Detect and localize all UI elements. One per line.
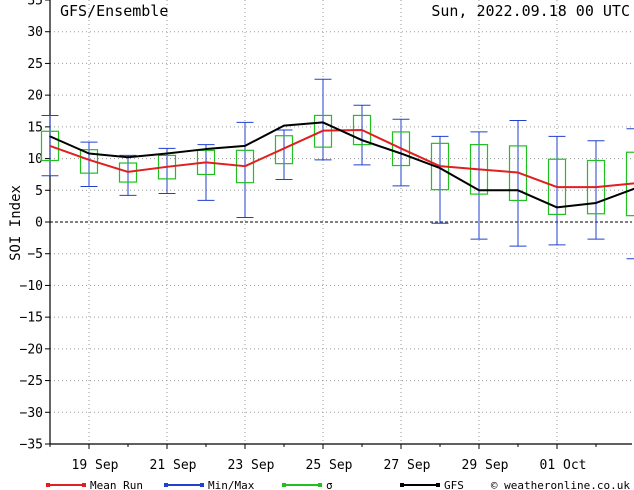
gfs-line-point [49, 135, 51, 138]
mean-run-line-point [400, 147, 402, 150]
legend-item: GFS [400, 479, 464, 490]
sigma-box [235, 149, 255, 184]
y-tick-label: 15 [27, 120, 43, 135]
x-tick-label: 25 Sep [306, 458, 353, 473]
legend-item: σ [282, 479, 333, 490]
mean-run-line-point [127, 171, 129, 173]
grid-layer [50, 0, 632, 444]
gfs-line-point [205, 148, 207, 150]
legend-swatch-marker [82, 483, 86, 487]
mean-run-line-point [439, 165, 441, 167]
mean-run-line-point [49, 145, 51, 147]
y-tick-label: 5 [35, 184, 43, 199]
legend-swatch-marker [400, 483, 404, 487]
gfs-line-point [361, 139, 363, 141]
x-tick-label: 29 Sep [462, 458, 509, 473]
legend-swatch-marker [318, 483, 322, 487]
gfs-line-point [556, 206, 558, 209]
legend-swatch-marker [200, 483, 204, 487]
sigma-box [118, 162, 138, 183]
legend-label: Mean Run [90, 479, 143, 490]
mean-run-line-point [88, 159, 90, 161]
mean-run-line-point [205, 161, 207, 164]
y-tick-label: 10 [27, 152, 43, 167]
chart-run-time: Sun, 2022.09.18 00 UTC [431, 2, 630, 20]
y-tick-label: −10 [20, 279, 43, 294]
gfs-line-point [517, 189, 519, 192]
series-layer [40, 78, 634, 260]
sigma-box [508, 145, 528, 202]
y-tick-label: −5 [27, 247, 43, 262]
x-tick-label: 01 Oct [540, 458, 587, 473]
mean-run-line-point [283, 147, 285, 150]
legend-label: Min/Max [208, 479, 255, 490]
credit-text: © weatheronline.co.uk [491, 479, 630, 490]
legend: Mean Run Min/Max σ GFS © weatheronline.co.uk [46, 479, 630, 490]
x-tick-label: 27 Sep [384, 458, 431, 473]
gfs-line-point [283, 124, 285, 127]
y-tick-label: −35 [20, 438, 43, 453]
gfs-line-point [166, 152, 168, 155]
y-tick-label: 20 [27, 89, 43, 104]
axis-layer: −35 −30 −25 −20 −15 −10 −5 0 5 10 15 20 25 30 35 19 Sep… [20, 0, 634, 473]
sigma-box [391, 131, 411, 167]
gfs-line-point [439, 167, 441, 169]
x-tick-label: 23 Sep [228, 458, 275, 473]
gfs-line [49, 121, 634, 209]
gfs-line-point [400, 152, 402, 155]
y-tick-label: −20 [20, 342, 43, 357]
y-tick-label: 35 [27, 0, 43, 9]
legend-item: Mean Run [46, 479, 143, 490]
y-tick-label: 0 [35, 216, 43, 231]
sigma-box [40, 130, 60, 162]
y-tick-label: −25 [20, 374, 43, 389]
mean-run-line-point [556, 186, 558, 188]
y-tick-label: −15 [20, 311, 43, 326]
legend-swatch-marker [282, 483, 286, 487]
sigma-box [274, 135, 294, 165]
mean-run-line-point [517, 171, 519, 174]
gfs-line-point [88, 152, 90, 155]
mean-run-line-point [478, 168, 480, 171]
gfs-line-point [595, 202, 597, 204]
gfs-line-point [127, 156, 129, 159]
gfs-line-point [244, 145, 246, 147]
y-axis-label: SOI Index [8, 185, 24, 261]
x-tick-label: 19 Sep [72, 458, 119, 473]
y-tick-label: 30 [27, 25, 43, 40]
legend-item: Min/Max [164, 479, 255, 490]
x-tick-label: 21 Sep [150, 458, 197, 473]
mean-run-line-point [166, 166, 168, 168]
legend-label: σ [326, 479, 333, 490]
legend-swatch-marker [46, 483, 50, 487]
mean-run-line-point [244, 165, 246, 167]
y-tick-label: −30 [20, 406, 43, 421]
y-tick-label: 25 [27, 57, 43, 72]
mean-run-line-point [361, 129, 363, 131]
label-layer: GFS/Ensemble Sun, 2022.09.18 00 UTC SOI … [8, 2, 630, 261]
legend-swatch-marker [164, 483, 168, 487]
gfs-line-point [478, 189, 480, 192]
mean-run-line-point [322, 129, 324, 132]
legend-swatch-marker [436, 483, 440, 487]
legend-label: GFS [444, 479, 464, 490]
mean-run-line-point [595, 186, 597, 188]
chart-title: GFS/Ensemble [60, 2, 168, 20]
gfs-line-point [322, 121, 324, 124]
